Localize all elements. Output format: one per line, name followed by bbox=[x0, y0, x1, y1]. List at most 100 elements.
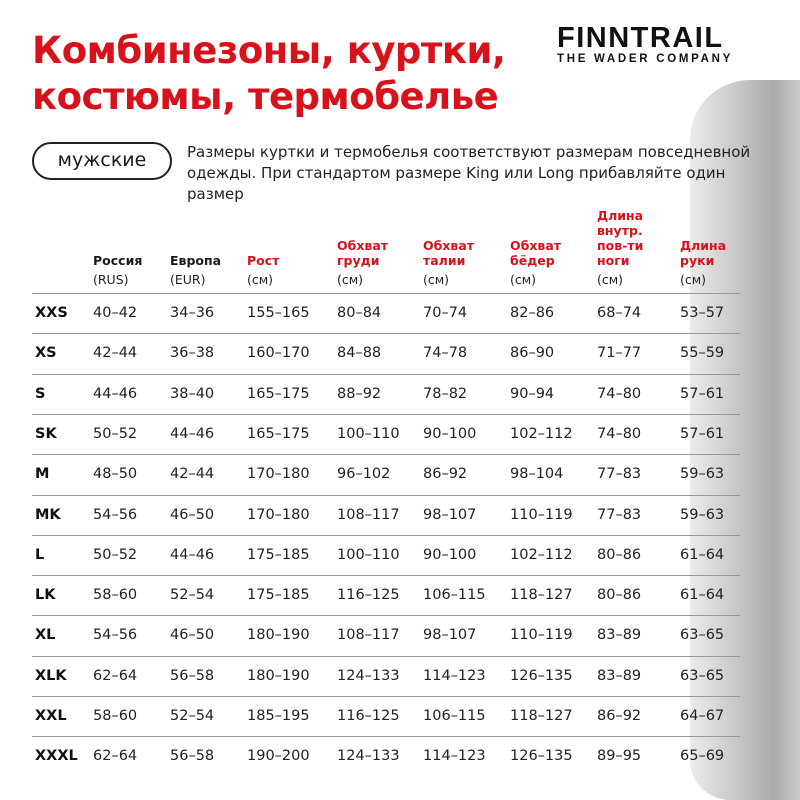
table-cell: 100–110 bbox=[337, 425, 400, 442]
table-cell: 38–40 bbox=[170, 385, 215, 402]
table-cell: 96–102 bbox=[337, 466, 391, 483]
table-cell: 116–125 bbox=[337, 708, 400, 724]
table-cell: 59–63 bbox=[680, 506, 725, 523]
table-row: XXXL 62–64 56–58 190–200 124–133 114–123 126–1… bbox=[0, 736, 800, 776]
table-cell: 80–86 bbox=[597, 546, 642, 563]
table-cell: 118–127 bbox=[510, 587, 573, 604]
column-header: Рост (см) bbox=[247, 253, 327, 287]
table-cell: 83–89 bbox=[597, 627, 642, 644]
table-row: L 50–52 44–46 175–185 100–110 90–100 102–112 80… bbox=[0, 535, 800, 575]
table-cell: 116–125 bbox=[337, 587, 400, 604]
table-cell: 98–107 bbox=[423, 627, 477, 644]
table-cell: 50–52 bbox=[93, 425, 138, 442]
table-cell: 53–57 bbox=[680, 305, 725, 321]
table-cell: 110–119 bbox=[510, 506, 573, 523]
size-label: MK bbox=[35, 506, 61, 523]
table-cell: 52–54 bbox=[170, 708, 215, 724]
table-cell: 50–52 bbox=[93, 546, 138, 563]
row-divider bbox=[32, 534, 740, 536]
table-cell: 84–88 bbox=[337, 345, 382, 362]
row-divider bbox=[32, 494, 740, 496]
table-cell: 48–50 bbox=[93, 466, 138, 483]
table-cell: 180–190 bbox=[247, 627, 310, 644]
table-row: XLK 62–64 56–58 180–190 124–133 114–123 126–13… bbox=[0, 656, 800, 696]
size-label: SK bbox=[35, 425, 57, 442]
title-line-1: Комбинезоны, куртки, bbox=[32, 29, 506, 72]
finntrail-logo: FINNTRAIL THE WADER COMPANY bbox=[557, 22, 733, 65]
table-cell: 63–65 bbox=[680, 667, 725, 684]
table-cell: 42–44 bbox=[170, 466, 215, 483]
table-cell: 68–74 bbox=[597, 305, 642, 321]
table-cell: 62–64 bbox=[93, 667, 138, 684]
table-cell: 82–86 bbox=[510, 305, 555, 321]
column-label: Европа bbox=[170, 253, 222, 268]
table-cell: 61–64 bbox=[680, 587, 725, 604]
table-cell: 100–110 bbox=[337, 546, 400, 563]
table-cell: 36–38 bbox=[170, 345, 215, 362]
column-unit: (см) bbox=[423, 272, 450, 287]
table-cell: 52–54 bbox=[170, 587, 215, 604]
row-divider bbox=[32, 615, 740, 617]
size-label: XS bbox=[35, 345, 57, 362]
logo-tagline: THE WADER COMPANY bbox=[557, 53, 734, 65]
table-cell: 114–123 bbox=[423, 667, 486, 684]
table-cell: 57–61 bbox=[680, 385, 725, 402]
table-cell: 175–185 bbox=[247, 546, 310, 563]
table-cell: 110–119 bbox=[510, 627, 573, 644]
size-label: XLK bbox=[35, 667, 67, 684]
table-cell: 190–200 bbox=[247, 748, 310, 765]
column-label: Рост bbox=[247, 253, 280, 268]
column-header: Россия (RUS) bbox=[93, 253, 173, 287]
table-row: XXL 58–60 52–54 185–195 116–125 106–115 118–12… bbox=[0, 696, 800, 736]
table-cell: 170–180 bbox=[247, 466, 310, 483]
size-label: XXL bbox=[35, 708, 67, 724]
column-unit: (см) bbox=[597, 272, 624, 287]
table-cell: 65–69 bbox=[680, 748, 725, 765]
table-cell: 175–185 bbox=[247, 587, 310, 604]
row-divider bbox=[32, 333, 740, 335]
table-cell: 59–63 bbox=[680, 466, 725, 483]
table-cell: 106–115 bbox=[423, 708, 486, 724]
title-line-2: костюмы, термобелье bbox=[32, 75, 499, 118]
table-cell: 89–95 bbox=[597, 748, 642, 765]
column-unit: (EUR) bbox=[170, 272, 206, 287]
size-label: XL bbox=[35, 627, 56, 644]
table-cell: 44–46 bbox=[93, 385, 138, 402]
table-cell: 63–65 bbox=[680, 627, 725, 644]
model-photo bbox=[690, 80, 800, 800]
column-label: Обхват бёдер bbox=[510, 238, 562, 268]
table-cell: 78–82 bbox=[423, 385, 468, 402]
logo-brand: FINNTRAIL bbox=[557, 22, 724, 54]
table-cell: 44–46 bbox=[170, 546, 215, 563]
row-divider bbox=[32, 454, 740, 456]
table-cell: 185–195 bbox=[247, 708, 310, 724]
table-cell: 160–170 bbox=[247, 345, 310, 362]
table-cell: 57–61 bbox=[680, 425, 725, 442]
table-cell: 58–60 bbox=[93, 587, 138, 604]
table-cell: 165–175 bbox=[247, 385, 310, 402]
table-cell: 102–112 bbox=[510, 425, 573, 442]
table-cell: 80–84 bbox=[337, 305, 382, 321]
row-divider bbox=[32, 413, 740, 415]
column-label: Длина внутр. пов-ти ноги bbox=[597, 208, 644, 268]
column-unit: (RUS) bbox=[93, 272, 129, 287]
size-label: M bbox=[35, 466, 50, 483]
table-cell: 165–175 bbox=[247, 425, 310, 442]
table-cell: 108–117 bbox=[337, 627, 400, 644]
table-cell: 58–60 bbox=[93, 708, 138, 724]
row-divider bbox=[32, 373, 740, 375]
table-cell: 77–83 bbox=[597, 506, 642, 523]
table-cell: 86–92 bbox=[423, 466, 468, 483]
table-row: XXS 40–42 34–36 155–165 80–84 70–74 82–86 68–74… bbox=[0, 293, 800, 333]
column-unit: (см) bbox=[680, 272, 707, 287]
row-divider bbox=[32, 696, 740, 697]
table-cell: 124–133 bbox=[337, 667, 400, 684]
table-cell: 56–58 bbox=[170, 667, 215, 684]
page-title: Комбинезоны, куртки, костюмы, термобелье bbox=[32, 28, 506, 120]
table-cell: 42–44 bbox=[93, 345, 138, 362]
column-header: Длина руки (см) bbox=[680, 238, 760, 287]
table-cell: 86–92 bbox=[597, 708, 642, 724]
column-unit: (см) bbox=[510, 272, 537, 287]
row-divider bbox=[32, 736, 740, 738]
table-cell: 46–50 bbox=[170, 506, 215, 523]
